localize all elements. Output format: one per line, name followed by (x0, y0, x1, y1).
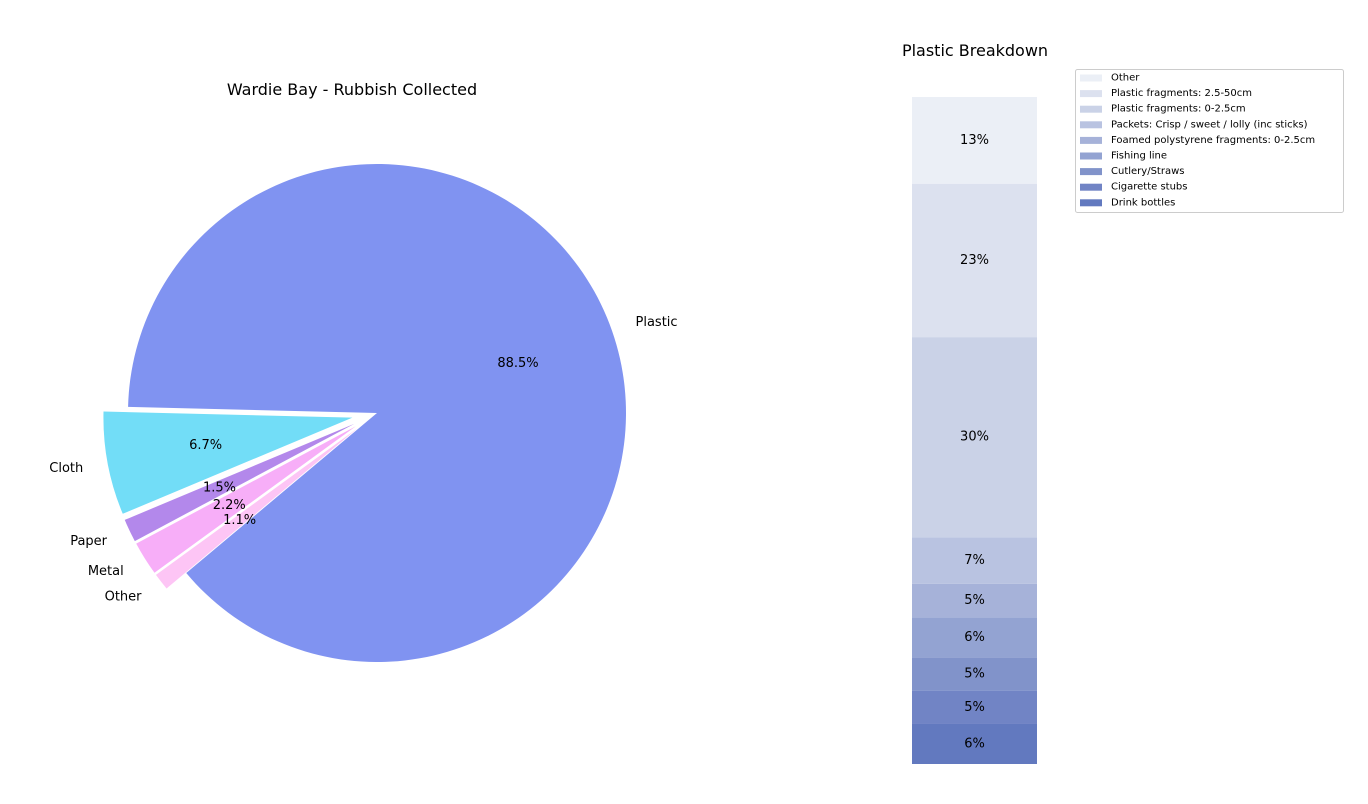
legend-swatch-drink-bottles (1080, 199, 1102, 207)
legend-swatch-cigarette-stubs (1080, 183, 1102, 191)
legend-label-fishing-line: Fishing line (1111, 151, 1167, 162)
bar-segment-label-foamed-polystyrene-fragments-0-2-5cm: 5% (964, 593, 985, 608)
pie-pct-label-cloth: 6.7% (189, 438, 222, 453)
legend-label-other: Other (1111, 73, 1140, 84)
legend-label-plastic-fragments-2-5-50cm: Plastic fragments: 2.5-50cm (1111, 88, 1252, 99)
pie-slice-cloth (103, 411, 353, 514)
bar-segment-plastic-fragments-0-2-5cm (912, 337, 1037, 538)
bar-segment-fishing-line (912, 617, 1037, 658)
pie-slice-metal (136, 426, 356, 573)
bar-segment-label-cigarette-stubs: 5% (964, 700, 985, 715)
legend-label-packets-crisp-sweet-lolly-inc-sticks: Packets: Crisp / sweet / lolly (inc stic… (1111, 119, 1308, 130)
pie-category-label-other: Other (105, 590, 143, 605)
legend: Other Plastic fragments: 2.5-50cm Plastic … (1075, 69, 1344, 213)
legend-label-plastic-fragments-0-2-5cm: Plastic fragments: 0-2.5cm (1111, 104, 1246, 115)
pie-slices (103, 164, 626, 663)
bar-segment-label-cutlery-straws: 5% (964, 666, 985, 681)
pie-slice-paper (124, 423, 355, 542)
pie-category-label-paper: Paper (70, 534, 107, 549)
pie-category-label-plastic: Plastic (636, 315, 678, 330)
pie-pct-label-plastic: 88.5% (497, 356, 538, 371)
legend-frame (1075, 69, 1344, 213)
bar-segment-foamed-polystyrene-fragments-0-2-5cm (912, 583, 1037, 618)
pie-slice-other (155, 428, 358, 589)
pie-pct-label-metal: 2.2% (213, 498, 246, 513)
bar-segment-other (912, 97, 1037, 184)
pie-category-label-cloth: Cloth (49, 461, 83, 476)
stacked-bar-chart: Plastic Breakdown 6%5%5%6%5%7%30%23%13% … (902, 41, 1344, 764)
pie-chart: Wardie Bay - Rubbish Collected Plastic 88… (49, 80, 678, 663)
stacked-bar-chart-title: Plastic Breakdown (902, 41, 1048, 60)
bar-segment-cutlery-straws (912, 657, 1037, 691)
bar-segment-label-drink-bottles: 6% (964, 736, 985, 751)
legend-swatch-plastic-fragments-2-5-50cm (1080, 90, 1102, 98)
pie-pct-label-paper: 1.5% (203, 480, 236, 495)
pie-category-label-metal: Metal (88, 564, 124, 579)
legend-items: Other Plastic fragments: 2.5-50cm Plastic … (1080, 73, 1315, 208)
pie-pct-label-other: 1.1% (223, 513, 256, 528)
bar-segment-label-fishing-line: 6% (964, 630, 985, 645)
bar-segment-packets-crisp-sweet-lolly-inc-sticks (912, 537, 1037, 584)
legend-label-drink-bottles: Drink bottles (1111, 197, 1175, 208)
bar-segment-label-plastic-fragments-2-5-50cm: 23% (960, 253, 989, 268)
legend-swatch-other (1080, 74, 1102, 82)
legend-label-cigarette-stubs: Cigarette stubs (1111, 182, 1187, 193)
pie-slice-plastic (128, 164, 626, 663)
bar-segment-label-plastic-fragments-0-2-5cm: 30% (960, 430, 989, 445)
legend-swatch-cutlery-straws (1080, 168, 1102, 176)
bar-labels: 6% 5% 5% 6% 5% 7% 30% 23% 13% (960, 133, 989, 752)
pie-labels: Plastic 88.5% Cloth 6.7% Paper 1.5% Metal 2.2% O… (49, 315, 677, 605)
legend-swatch-plastic-fragments-0-2-5cm (1080, 105, 1102, 113)
bar-segment-plastic-fragments-2-5-50cm (912, 183, 1037, 338)
legend-swatch-packets-crisp-sweet-lolly-inc-sticks (1080, 121, 1102, 129)
legend-swatch-fishing-line (1080, 152, 1102, 160)
bar-segment-drink-bottles (912, 723, 1037, 764)
legend-swatch-foamed-polystyrene-fragments-0-2-5cm (1080, 136, 1102, 144)
legend-label-cutlery-straws: Cutlery/Straws (1111, 166, 1184, 177)
legend-label-foamed-polystyrene-fragments-0-2-5cm: Foamed polystyrene fragments: 0-2.5cm (1111, 135, 1315, 146)
bar-segment-label-other: 13% (960, 133, 989, 148)
bar-segment-label-packets-crisp-sweet-lolly-inc-sticks: 7% (964, 553, 985, 568)
bar-segment-cigarette-stubs (912, 690, 1037, 724)
bar-segments (912, 97, 1037, 764)
pie-chart-title: Wardie Bay - Rubbish Collected (227, 80, 477, 99)
